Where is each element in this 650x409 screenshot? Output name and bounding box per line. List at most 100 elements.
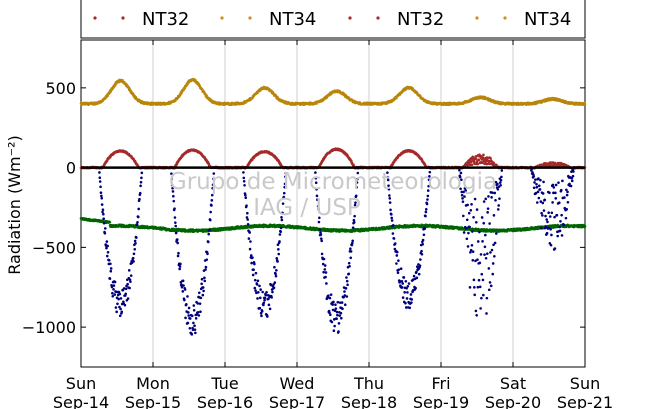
sw-down-point — [478, 285, 482, 289]
sw-down-point — [317, 220, 321, 224]
lw-up-point — [583, 225, 587, 228]
sw-down-point — [494, 198, 497, 202]
sw-down-point — [482, 200, 486, 203]
sw-down-point — [532, 186, 536, 190]
sw-down-point — [557, 201, 561, 205]
sw-down-point — [335, 317, 338, 321]
sw-down-point — [101, 208, 105, 211]
sw-down-point — [253, 262, 256, 266]
sw-down-point — [553, 247, 557, 250]
sw-down-point — [174, 224, 178, 228]
sw-down-point — [106, 244, 109, 248]
sw-down-point — [272, 286, 276, 290]
sw-down-point — [106, 250, 110, 254]
sw-down-point — [393, 242, 397, 245]
sw-down-point — [323, 268, 327, 271]
sw-down-point — [324, 271, 328, 274]
sw-down-point — [118, 314, 122, 318]
sw-down-point — [248, 231, 251, 234]
sw-down-point — [137, 207, 140, 211]
sw-down-point — [174, 221, 177, 224]
sw-down-point — [320, 252, 324, 256]
sw-down-point — [550, 233, 553, 237]
sw-down-point — [542, 180, 545, 184]
sw-down-point — [258, 306, 262, 310]
sw-down-point — [278, 233, 282, 236]
sw-down-point — [351, 226, 355, 229]
sw-down-point — [489, 284, 493, 288]
sw-down-point — [124, 287, 128, 291]
sw-down-point — [551, 183, 555, 187]
sw-down-point — [322, 257, 326, 261]
sw-down-point — [474, 309, 478, 313]
sw-down-point — [179, 262, 182, 266]
sw-down-point — [197, 314, 201, 317]
sw-down-point — [205, 258, 209, 261]
sw-down-point — [330, 320, 334, 324]
sw-down-point — [401, 296, 405, 299]
sw-down-point — [203, 276, 206, 280]
sw-down-point — [421, 238, 425, 242]
sw-down-point — [490, 248, 494, 252]
sw-down-point — [102, 221, 106, 225]
sw-down-point — [562, 223, 566, 227]
sw-down-point — [551, 201, 554, 204]
sw-down-point — [554, 197, 558, 200]
sw-down-point — [414, 286, 417, 290]
sw-down-point — [343, 303, 347, 307]
sw-down-point — [123, 303, 127, 307]
sw-down-point — [470, 243, 474, 247]
sw-down-point — [332, 329, 336, 332]
sw-down-point — [470, 202, 473, 206]
sw-down-point — [254, 271, 258, 275]
sw-down-point — [271, 290, 274, 294]
sw-down-point — [334, 303, 337, 307]
sw-down-point — [245, 204, 248, 207]
sw-down-point — [410, 298, 414, 301]
sw-down-point — [467, 211, 471, 215]
sw-down-point — [498, 197, 501, 200]
sw-down-point — [475, 208, 479, 211]
sw-down-point — [318, 228, 322, 231]
sw-down-point — [543, 198, 547, 202]
sw-down-point — [489, 251, 492, 254]
sw-down-point — [391, 223, 395, 227]
sw-down-point — [538, 188, 542, 191]
sw-down-point — [481, 240, 484, 243]
sw-down-point — [472, 216, 475, 219]
sw-down-point — [560, 234, 564, 237]
sw-down-point — [254, 289, 257, 292]
sw-down-point — [334, 307, 338, 310]
sw-down-point — [337, 330, 340, 333]
sw-down-point — [201, 286, 205, 289]
sw-down-point — [200, 282, 203, 286]
sw-down-point — [570, 179, 574, 183]
sw-down-point — [549, 227, 552, 231]
sw-down-point — [174, 231, 178, 235]
y-tick-label: −1000 — [22, 318, 76, 337]
sw-down-point — [196, 302, 200, 305]
watermark-line-2: IAG / USP — [253, 195, 361, 221]
sw-down-point — [266, 315, 269, 318]
sw-down-point — [336, 300, 340, 304]
sw-down-point — [119, 307, 122, 311]
sw-down-point — [461, 200, 465, 203]
sw-down-point — [129, 280, 132, 283]
sw-down-point — [335, 310, 339, 314]
sw-down-point — [482, 293, 485, 297]
sw-down-point — [176, 254, 180, 258]
sw-down-point — [105, 240, 109, 243]
sw-down-point — [98, 176, 102, 179]
sw-down-point — [263, 296, 267, 300]
sw-down-point — [273, 281, 277, 284]
sw-down-point — [420, 249, 423, 253]
sw-down-point — [487, 267, 491, 270]
sw-down-point — [278, 240, 281, 243]
sw-down-point — [422, 233, 426, 237]
sw-down-point — [490, 196, 493, 199]
sw-down-point — [111, 291, 114, 295]
sw-down-point — [388, 201, 392, 204]
sw-down-point — [403, 291, 406, 294]
sw-down-point — [406, 291, 409, 294]
sw-down-point — [268, 307, 272, 311]
